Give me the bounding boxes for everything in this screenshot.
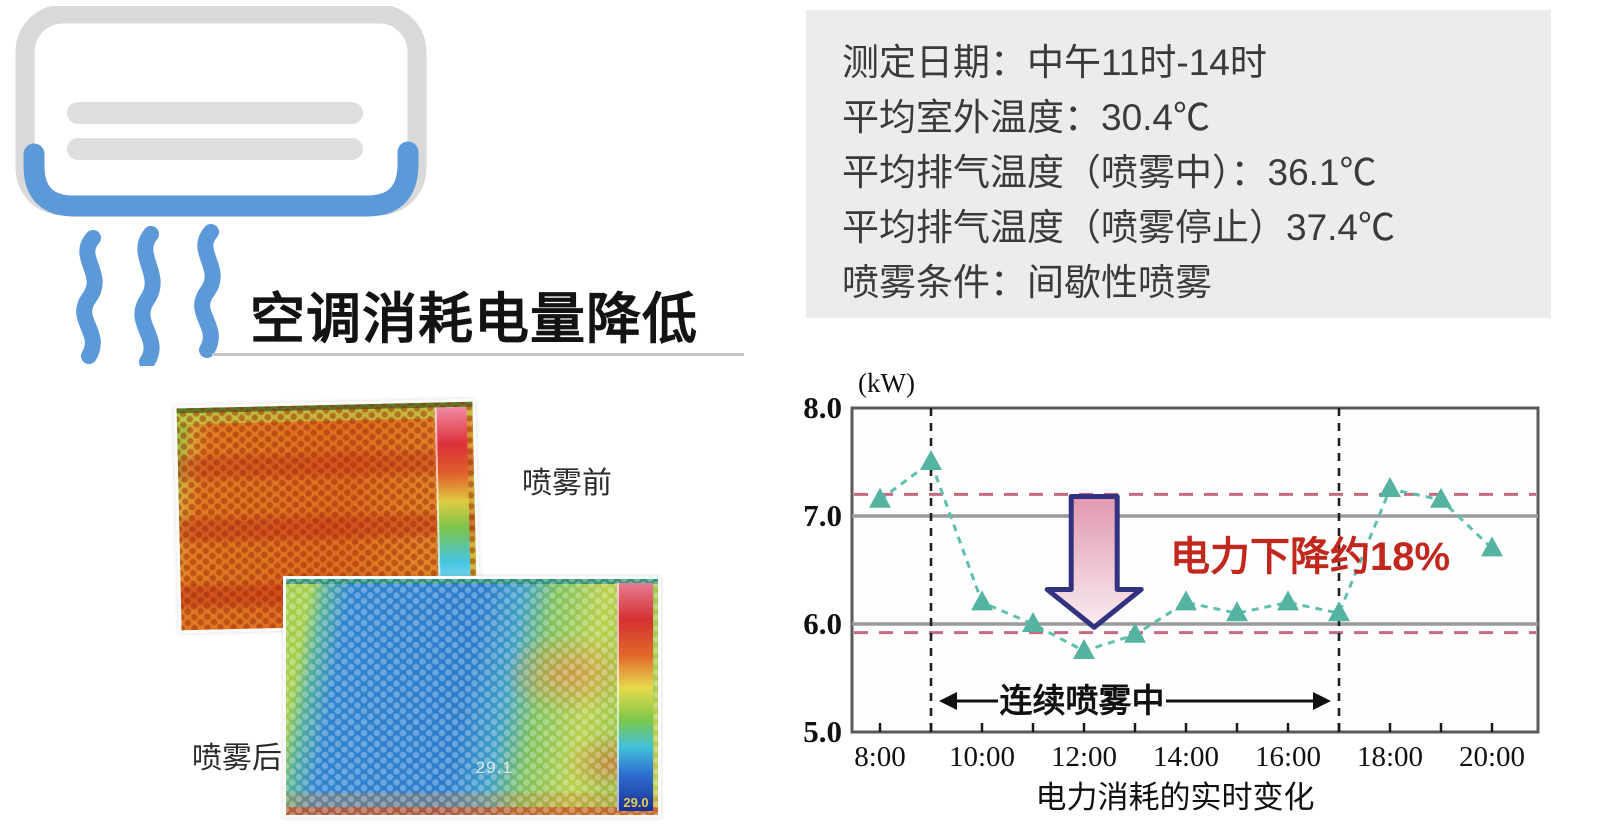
- data-point-marker: [1073, 639, 1095, 659]
- thermal-colorbar: [434, 406, 471, 597]
- power-consumption-chart-area: 电力下降约18% 连续喷雾中 8:00 10:00 12:00 14:00 16:00 18:…: [780, 358, 1560, 831]
- x-tick-label: 20:00: [1459, 741, 1525, 773]
- spray-window-label: 连续喷雾中: [1000, 682, 1165, 719]
- data-point-marker: [1328, 601, 1350, 622]
- airflow-wave-icon: [134, 226, 161, 366]
- page-title: 空调消耗电量降低: [250, 288, 699, 350]
- air-conditioner-icon: [15, 6, 427, 366]
- after-spray-label: 喷雾后: [192, 742, 282, 775]
- x-tick-label: 10:00: [949, 741, 1015, 773]
- data-point-marker: [1124, 622, 1146, 643]
- arrow-left-icon: [939, 692, 957, 710]
- data-point-marker: [1226, 601, 1248, 622]
- data-point-marker: [1277, 590, 1299, 611]
- data-point-marker: [920, 450, 942, 470]
- data-point-marker: [1430, 487, 1452, 508]
- x-tick-label: 12:00: [1051, 741, 1117, 773]
- y-tick-label: 8.0: [803, 390, 842, 425]
- data-point-marker: [1379, 477, 1401, 497]
- info-line-exhaust-stopped: 平均排气温度（喷雾停止）37.4℃: [842, 207, 1396, 248]
- power-drop-annotation: 电力下降约18%: [1170, 535, 1450, 579]
- spot-temperature: 29.1: [475, 758, 513, 778]
- ac-vent-top: [67, 102, 363, 124]
- y-tick-label: 6.0: [803, 606, 842, 641]
- plot-border: [850, 406, 1540, 734]
- airflow-wave-icon: [194, 224, 221, 358]
- airflow-wave-icon: [76, 230, 103, 364]
- data-point-marker: [1175, 590, 1197, 611]
- info-line-outdoor-temp: 平均室外温度：30.4℃: [842, 97, 1211, 138]
- x-tick-label: 16:00: [1255, 741, 1321, 773]
- info-line-exhaust-spraying: 平均排气温度（喷雾中）：36.1℃: [842, 152, 1377, 193]
- y-tick-label: 5.0: [803, 714, 842, 749]
- x-tick-label: 18:00: [1357, 741, 1423, 773]
- y-axis-unit-label: (kW): [858, 368, 915, 398]
- info-line-spray-condition: 喷雾条件：间歇性喷雾: [842, 262, 1212, 303]
- x-tick-label: 14:00: [1153, 741, 1219, 773]
- thermal-colorbar: 29.0: [617, 583, 653, 811]
- before-spray-label: 喷雾前: [522, 467, 612, 500]
- power-chart: 电力下降约18% 连续喷雾中 8:00 10:00 12:00 14:00 16:00 18:…: [803, 368, 1540, 815]
- measurement-info-box: 测定日期：中午11时-14时 平均室外温度：30.4℃ 平均排气温度（喷雾中）：…: [806, 10, 1551, 318]
- data-point-marker: [869, 487, 891, 508]
- arrow-right-icon: [1313, 692, 1331, 710]
- y-tick-label: 7.0: [803, 498, 842, 533]
- info-line-date: 测定日期：中午11时-14时: [842, 42, 1267, 83]
- decrease-arrow-icon: [1044, 494, 1144, 630]
- data-point-marker: [1022, 612, 1044, 632]
- x-tick-label: 8:00: [854, 741, 906, 773]
- colorbar-min-label: 29.0: [623, 795, 649, 810]
- ac-blue-base: [23, 141, 419, 217]
- x-axis-title: 电力消耗的实时变化: [1036, 780, 1315, 815]
- title-underline: [212, 353, 744, 356]
- ac-vent-bottom: [67, 138, 363, 160]
- data-point-marker: [971, 590, 993, 611]
- thermal-image-after-spray: 29.1 29.0: [283, 576, 661, 818]
- data-point-marker: [1481, 536, 1503, 557]
